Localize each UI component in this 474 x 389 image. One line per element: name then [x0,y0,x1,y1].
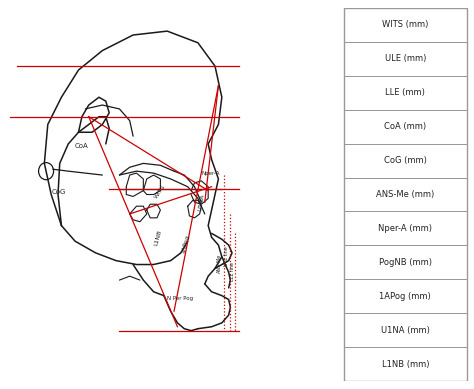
Text: U1NA: U1NA [198,193,206,211]
Text: 1APog (mm): 1APog (mm) [379,292,431,301]
Text: 1APog: 1APog [181,234,191,254]
Text: CoA (mm): CoA (mm) [384,122,426,131]
Text: ANS-Me: ANS-Me [217,254,222,273]
Text: L1NB (mm): L1NB (mm) [382,360,429,369]
Text: Nper-A: Nper-A [201,171,220,176]
Text: L1NB: L1NB [154,229,163,246]
Text: U1NA (mm): U1NA (mm) [381,326,430,335]
Text: PogNB (mm): PogNB (mm) [379,258,432,267]
Text: CoA: CoA [75,143,89,149]
Text: ULE line: ULE line [224,246,228,266]
Text: N Per Pog: N Per Pog [167,296,193,301]
Text: WITS: WITS [154,184,167,200]
Text: Nper-A (mm): Nper-A (mm) [378,224,432,233]
Text: WITS (mm): WITS (mm) [382,20,428,29]
Text: LLE (mm): LLE (mm) [385,88,425,97]
Text: ANS-Me (mm): ANS-Me (mm) [376,190,434,199]
Text: CoG: CoG [51,189,65,196]
Text: ULE (mm): ULE (mm) [384,54,426,63]
Text: CoG (mm): CoG (mm) [384,156,427,165]
Text: LLE line: LLE line [230,262,236,281]
